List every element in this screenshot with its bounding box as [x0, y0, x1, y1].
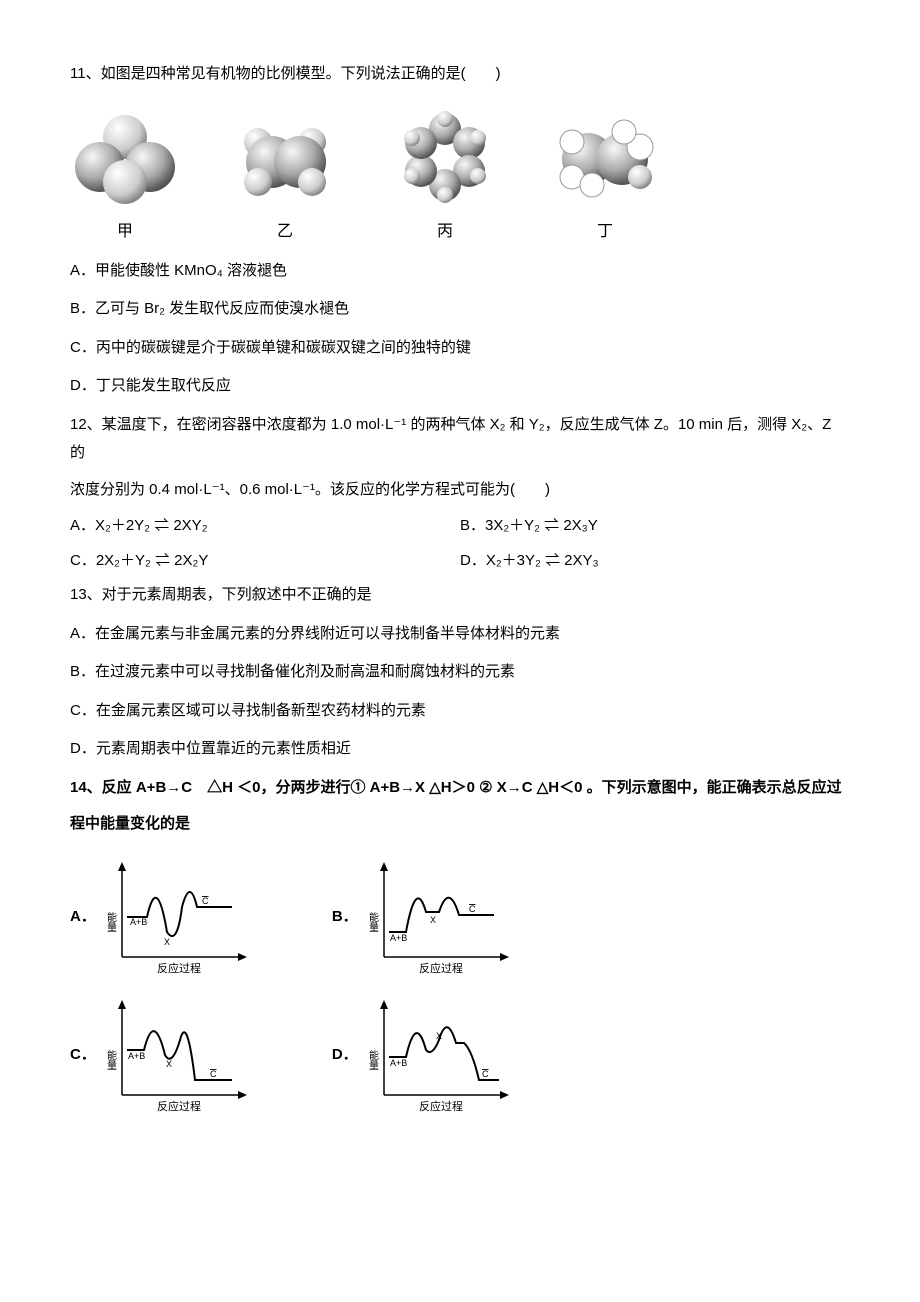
model-ding-label: 丁 [597, 217, 613, 247]
energy-diagram-d: 能量 A+B X C 反应过程 [364, 995, 514, 1115]
svg-text:反应过程: 反应过程 [419, 961, 463, 975]
model-yi-image [230, 107, 340, 207]
q14-row2: C． 能量 A+B X C 反应过程 D． [70, 995, 850, 1115]
energy-diagram-c: 能量 A+B X C 反应过程 [102, 995, 252, 1115]
q14-option-c: C． 能量 A+B X C 反应过程 [70, 995, 252, 1115]
energy-diagram-b: 能量 A+B X C 反应过程 [364, 857, 514, 977]
q14-option-d-label: D． [332, 1041, 358, 1070]
q12-stem-line2: 浓度分别为 0.4 mol·L⁻¹、0.6 mol·L⁻¹。该反应的化学方程式可… [70, 476, 850, 505]
svg-text:X: X [436, 1031, 442, 1041]
svg-text:A+B: A+B [390, 933, 407, 943]
q13-option-b: B．在过渡元素中可以寻找制备催化剂及耐高温和耐腐蚀材料的元素 [70, 658, 850, 687]
q13-option-d: D．元素周期表中位置靠近的元素性质相近 [70, 735, 850, 764]
svg-text:X: X [166, 1059, 172, 1069]
q11-option-d: D．丁只能发生取代反应 [70, 372, 850, 401]
svg-text:能量: 能量 [104, 911, 116, 932]
svg-text:A+B: A+B [390, 1058, 407, 1068]
q11-stem: 11、如图是四种常见有机物的比例模型。下列说法正确的是( ) [70, 60, 850, 89]
q14-stem-line1: 14、反应 A+B→C △H ＜0，分两步进行① A+B→X △H＞0 ② X→… [70, 774, 850, 803]
model-ding: 丁 [550, 107, 660, 247]
q14-option-c-label: C． [70, 1041, 96, 1070]
model-jia-label: 甲 [117, 217, 133, 247]
q14-option-a-label: A． [70, 903, 96, 932]
svg-text:C: C [482, 1069, 489, 1079]
svg-text:X: X [164, 937, 170, 947]
svg-text:能量: 能量 [104, 1049, 116, 1070]
q12-stem-line1: 12、某温度下，在密闭容器中浓度都为 1.0 mol·L⁻¹ 的两种气体 X₂ … [70, 411, 850, 468]
q14-option-b-label: B． [332, 903, 358, 932]
q14-option-d: D． 能量 A+B X C 反应过程 [332, 995, 514, 1115]
svg-text:能量: 能量 [366, 911, 378, 932]
q11-models: 甲 乙 [70, 107, 850, 247]
q13-stem: 13、对于元素周期表，下列叙述中不正确的是 [70, 581, 850, 610]
q14-stem-line2: 程中能量变化的是 [70, 810, 850, 839]
q12-option-d: D．X₂＋3Y₂ ⇌ 2XY₃ [460, 547, 850, 576]
q12-option-c: C．2X₂＋Y₂ ⇌ 2X₂Y [70, 547, 460, 576]
svg-text:能量: 能量 [366, 1049, 378, 1070]
model-bing-image [390, 107, 500, 207]
svg-text:A+B: A+B [130, 917, 147, 927]
energy-diagram-a: 能量 A+B X C 反应过程 [102, 857, 252, 977]
svg-text:反应过程: 反应过程 [157, 961, 201, 975]
q14-option-b: B． 能量 A+B X C 反应过程 [332, 857, 514, 977]
q13-option-c: C．在金属元素区域可以寻找制备新型农药材料的元素 [70, 697, 850, 726]
model-yi-label: 乙 [277, 217, 293, 247]
model-bing-label: 丙 [437, 217, 453, 247]
svg-text:A+B: A+B [128, 1051, 145, 1061]
q11-option-c: C．丙中的碳碳键是介于碳碳单键和碳碳双键之间的独特的键 [70, 334, 850, 363]
q13-option-a: A．在金属元素与非金属元素的分界线附近可以寻找制备半导体材料的元素 [70, 620, 850, 649]
q11-option-b: B．乙可与 Br₂ 发生取代反应而使溴水褪色 [70, 295, 850, 324]
svg-text:反应过程: 反应过程 [157, 1099, 201, 1113]
model-bing: 丙 [390, 107, 500, 247]
q12-option-a: A．X₂＋2Y₂ ⇌ 2XY₂ [70, 512, 460, 541]
q14-option-a: A． 能量 A+B X C 反应过程 [70, 857, 252, 977]
q14-row1: A． 能量 A+B X C 反应过程 B． [70, 857, 850, 977]
q12-option-b: B．3X₂＋Y₂ ⇌ 2X₃Y [460, 512, 850, 541]
model-jia: 甲 [70, 107, 180, 247]
model-jia-image [70, 107, 180, 207]
svg-text:C: C [202, 896, 209, 906]
svg-text:X: X [430, 915, 436, 925]
svg-text:C: C [469, 904, 476, 914]
q11-option-a: A．甲能使酸性 KMnO₄ 溶液褪色 [70, 257, 850, 286]
model-yi: 乙 [230, 107, 340, 247]
svg-text:C: C [210, 1069, 217, 1079]
model-ding-image [550, 107, 660, 207]
svg-text:反应过程: 反应过程 [419, 1099, 463, 1113]
